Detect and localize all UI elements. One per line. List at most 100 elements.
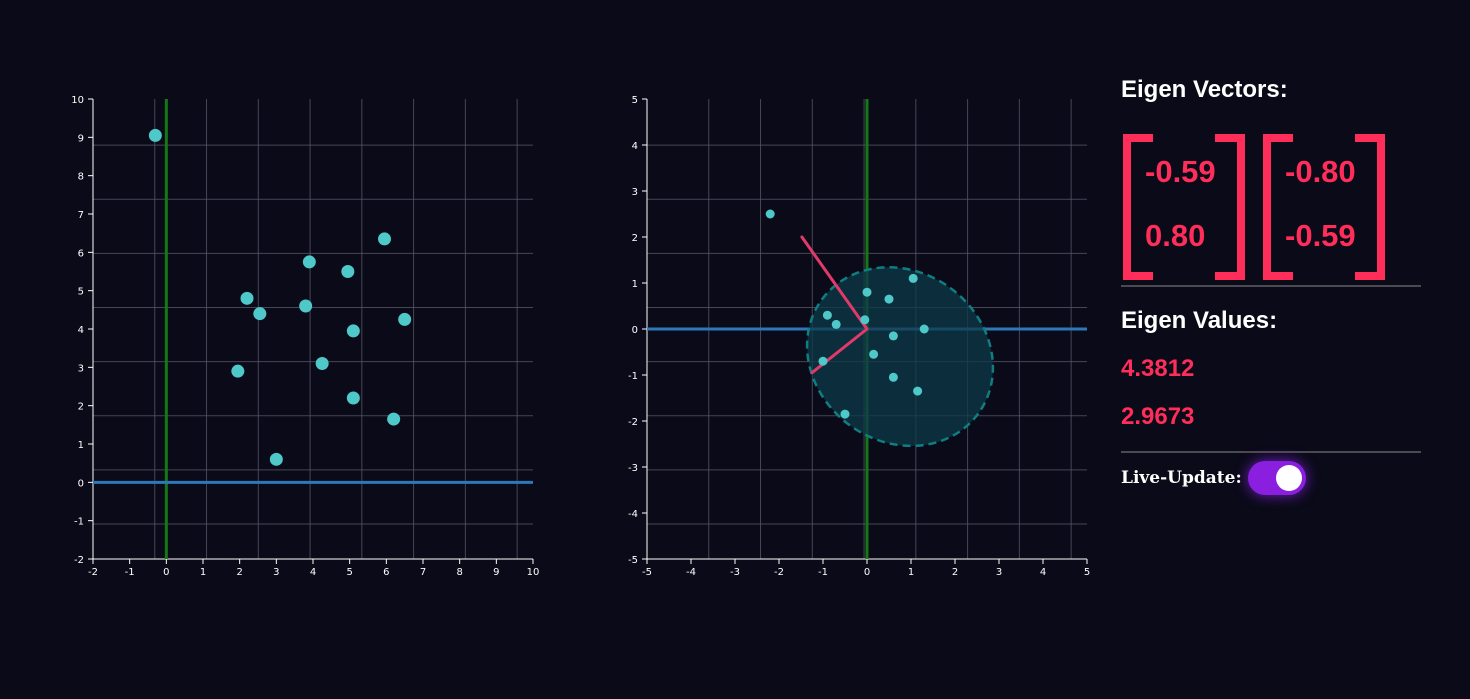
y-tick-label: -4: [628, 509, 638, 520]
eigen-vector-matrix-2: -0.80 -0.59: [1261, 134, 1385, 286]
y-tick-label: 7: [78, 210, 84, 221]
data-point: [862, 287, 872, 297]
eigen-vectors-title: Eigen Vectors:: [1121, 76, 1288, 103]
data-point: [387, 412, 401, 426]
matrix-2-top-value: -0.80: [1285, 154, 1356, 189]
y-tick-label: 8: [78, 172, 84, 183]
eigen-value-1: 4.3812: [1121, 355, 1195, 382]
data-point: [818, 356, 828, 366]
toggle-knob[interactable]: [1275, 465, 1302, 491]
data-point: [888, 372, 898, 382]
y-tick-label: 4: [78, 325, 84, 336]
y-tick-label: 3: [632, 187, 638, 198]
data-point: [148, 128, 162, 142]
eigen-values-title: Eigen Values:: [1121, 307, 1278, 334]
eigen-value-2: 2.9673: [1121, 403, 1195, 430]
data-point: [840, 409, 850, 419]
data-point: [299, 299, 313, 313]
x-tick-label: 0: [163, 567, 169, 578]
data-point: [346, 391, 360, 405]
live-update-label: Live-Update:: [1121, 468, 1242, 488]
data-point: [231, 364, 245, 378]
y-tick-label: 0: [78, 478, 84, 489]
data-point: [398, 312, 412, 326]
data-point: [822, 310, 832, 320]
x-tick-label: 5: [346, 567, 352, 578]
data-point: [315, 357, 329, 370]
y-tick-label: 3: [78, 363, 84, 374]
right-bracket: [1355, 134, 1385, 280]
data-point: [888, 331, 898, 341]
x-tick-label: 7: [420, 567, 426, 578]
eigen-vector-matrix-1: -0.59 0.80: [1121, 134, 1245, 286]
x-tick-label: 10: [527, 567, 540, 578]
x-tick-label: 5: [1084, 567, 1090, 578]
y-tick-label: 5: [78, 287, 84, 298]
left-bracket: [1263, 134, 1293, 280]
data-point: [765, 209, 775, 219]
live-update-toggle[interactable]: [1247, 461, 1306, 495]
y-tick-label: 1: [78, 440, 84, 451]
x-tick-label: 8: [456, 567, 462, 578]
data-point: [919, 324, 929, 334]
divider: [1121, 451, 1421, 453]
x-tick-label: 4: [310, 567, 316, 578]
data-point: [346, 324, 360, 338]
left-bracket: [1123, 134, 1153, 280]
y-tick-label: -3: [628, 463, 638, 474]
data-point: [869, 349, 879, 359]
x-tick-label: -1: [818, 567, 828, 578]
data-point: [908, 273, 918, 283]
x-tick-label: 3: [273, 567, 279, 578]
y-tick-label: 10: [71, 95, 84, 106]
x-tick-label: 2: [952, 567, 958, 578]
covariance-ellipse: [805, 266, 995, 448]
y-tick-label: -2: [628, 417, 638, 428]
x-tick-label: -2: [88, 567, 98, 578]
eigen-vector-1: [800, 235, 869, 331]
y-tick-label: 5: [632, 95, 638, 106]
y-tick-label: 2: [632, 233, 638, 244]
data-point: [378, 232, 391, 246]
x-tick-label: 3: [996, 567, 1002, 578]
data-point: [884, 294, 894, 304]
x-tick-label: 6: [383, 567, 389, 578]
y-tick-label: -2: [74, 555, 84, 566]
x-tick-label: 4: [1040, 567, 1046, 578]
y-tick-label: -1: [74, 517, 84, 528]
eigen-panel: Eigen Vectors: -0.59 0.80 -0.80 -0.59 Ei…: [1121, 70, 1421, 495]
y-tick-label: 2: [78, 402, 84, 413]
y-tick-label: -5: [628, 555, 638, 566]
matrix-2-bottom-value: -0.59: [1285, 218, 1356, 253]
eigen-vector-matrices: -0.59 0.80 -0.80 -0.59: [1121, 134, 1421, 286]
live-update-row: Live-Update:: [1121, 461, 1421, 495]
y-tick-label: 9: [78, 133, 84, 144]
y-tick-label: -1: [628, 371, 638, 382]
data-point: [913, 386, 923, 396]
matrix-1-bottom-value: 0.80: [1145, 218, 1206, 253]
x-tick-label: 2: [236, 567, 242, 578]
x-tick-label: -2: [774, 567, 784, 578]
x-tick-label: 1: [200, 567, 206, 578]
y-tick-label: 6: [78, 248, 84, 259]
data-point: [860, 315, 870, 325]
x-tick-label: -3: [730, 567, 740, 578]
x-tick-label: -1: [125, 567, 135, 578]
data-point: [253, 307, 267, 321]
eigen-vector-2: [810, 327, 869, 375]
data-point: [269, 452, 283, 466]
x-tick-label: 1: [908, 567, 914, 578]
right-bracket: [1215, 134, 1245, 280]
x-tick-label: 9: [493, 567, 499, 578]
x-tick-label: -4: [686, 567, 696, 578]
y-tick-label: 1: [632, 279, 638, 290]
divider: [1121, 285, 1421, 287]
matrix-1-top-value: -0.59: [1145, 154, 1216, 189]
data-point: [341, 265, 355, 278]
x-tick-label: -5: [642, 567, 652, 578]
data-point: [240, 291, 254, 305]
y-tick-label: 4: [632, 141, 638, 152]
